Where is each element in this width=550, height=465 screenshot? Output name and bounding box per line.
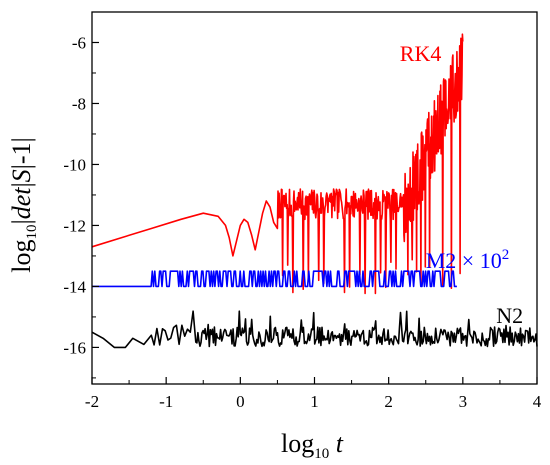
- y-tick-label: -8: [72, 94, 86, 113]
- x-tick-label: 1: [310, 392, 319, 411]
- x-axis-title: log10 t: [281, 429, 344, 462]
- series-line: [92, 270, 457, 288]
- y-tick-label: -12: [63, 216, 86, 235]
- series-line: [91, 33, 464, 295]
- y-tick-label: -14: [63, 277, 86, 296]
- series-line: [91, 310, 538, 349]
- series-label: RK4: [400, 41, 442, 66]
- y-axis-title: log10|det|S|-1|: [7, 137, 40, 273]
- axis-ticks: [91, 11, 538, 384]
- x-tick-label: 4: [533, 392, 542, 411]
- x-tick-label: 0: [236, 392, 245, 411]
- x-tick-label: -1: [159, 392, 173, 411]
- y-tick-label: -6: [72, 33, 86, 52]
- x-tick-label: 3: [459, 392, 468, 411]
- series-label: M2 × 102: [426, 247, 509, 273]
- y-tick-label: -10: [63, 155, 86, 174]
- series-m210: [92, 270, 457, 288]
- series-rk4: [91, 33, 464, 295]
- series-n2: [91, 310, 538, 349]
- series-labels: RK4 M2 × 102 N2: [400, 41, 523, 328]
- plot-area: [91, 33, 538, 349]
- tick-labels: -2 -1 0 1 2 3 4-6-8-10-12-14-16: [63, 33, 541, 411]
- x-tick-label: -2: [85, 392, 99, 411]
- y-tick-label: -16: [63, 338, 86, 357]
- series-label: N2: [496, 303, 523, 328]
- x-tick-label: 2: [384, 392, 393, 411]
